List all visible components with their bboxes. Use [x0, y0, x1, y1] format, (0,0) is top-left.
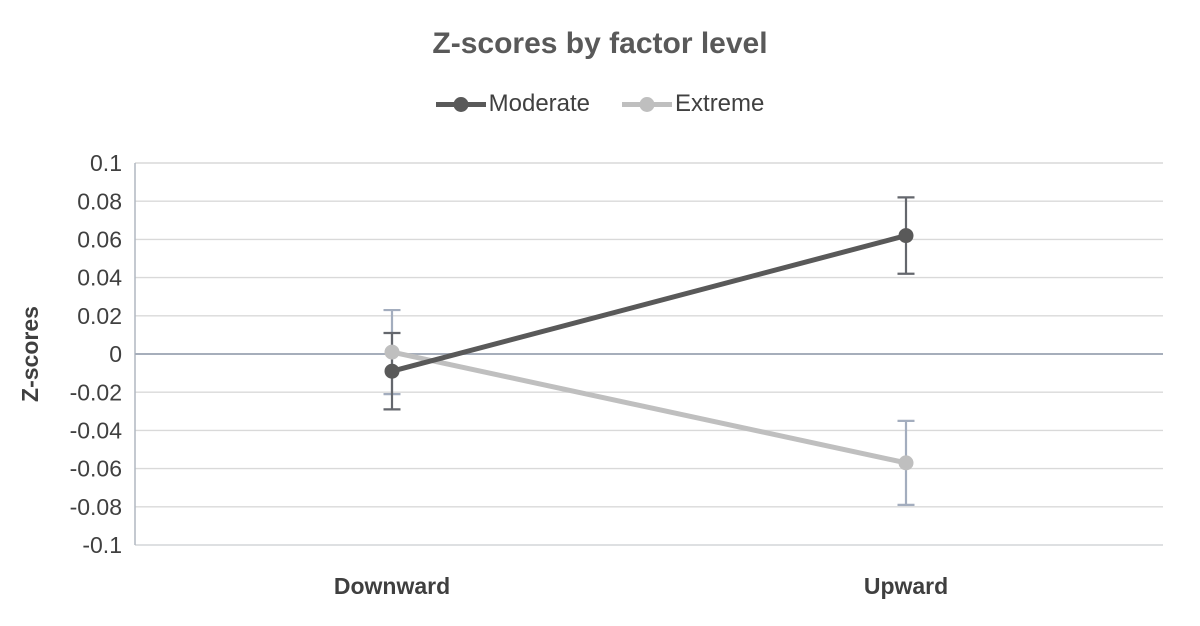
series-line-extreme [389, 349, 909, 466]
y-axis-title: Z-scores [17, 306, 43, 402]
y-tick-label-0-06: 0.06 [77, 226, 122, 252]
category-label-upward: Upward [864, 573, 948, 599]
y-tick-label-0-08: 0.08 [77, 188, 122, 214]
y-tick-label-0: 0 [109, 341, 122, 367]
y-tick-label-0-1: 0.1 [90, 150, 122, 176]
legend-item-extreme: Extreme [622, 92, 764, 116]
y-tick-label-0-04: 0.04 [77, 265, 122, 291]
data-point-moderate-downward [384, 363, 400, 379]
legend: Moderate Extreme [0, 92, 1200, 116]
legend-dot-extreme [639, 96, 655, 112]
y-tick-label--0-08: -0.08 [70, 494, 122, 520]
legend-item-moderate: Moderate [435, 90, 591, 117]
legend-label-extreme: Extreme [675, 90, 765, 117]
y-tick-label--0-1: -0.1 [82, 532, 122, 558]
chart-title: Z-scores by factor level [432, 27, 768, 60]
legend-label-moderate: Moderate [488, 90, 591, 117]
y-tick-label--0-02: -0.02 [70, 379, 122, 405]
data-point-moderate-upward [898, 228, 914, 244]
y-tick-label--0-04: -0.04 [70, 417, 123, 443]
y-tick-label-0-02: 0.02 [77, 303, 122, 329]
legend-dot-moderate [453, 96, 469, 112]
data-point-extreme-downward [384, 344, 400, 360]
moderate-series-marker-icon [435, 96, 486, 112]
series-line-moderate [389, 233, 909, 374]
y-tick-label--0-06: -0.06 [70, 456, 122, 482]
category-label-downward: Downward [334, 573, 450, 599]
extreme-series-marker-icon [622, 96, 673, 112]
data-point-extreme-upward [898, 455, 914, 471]
